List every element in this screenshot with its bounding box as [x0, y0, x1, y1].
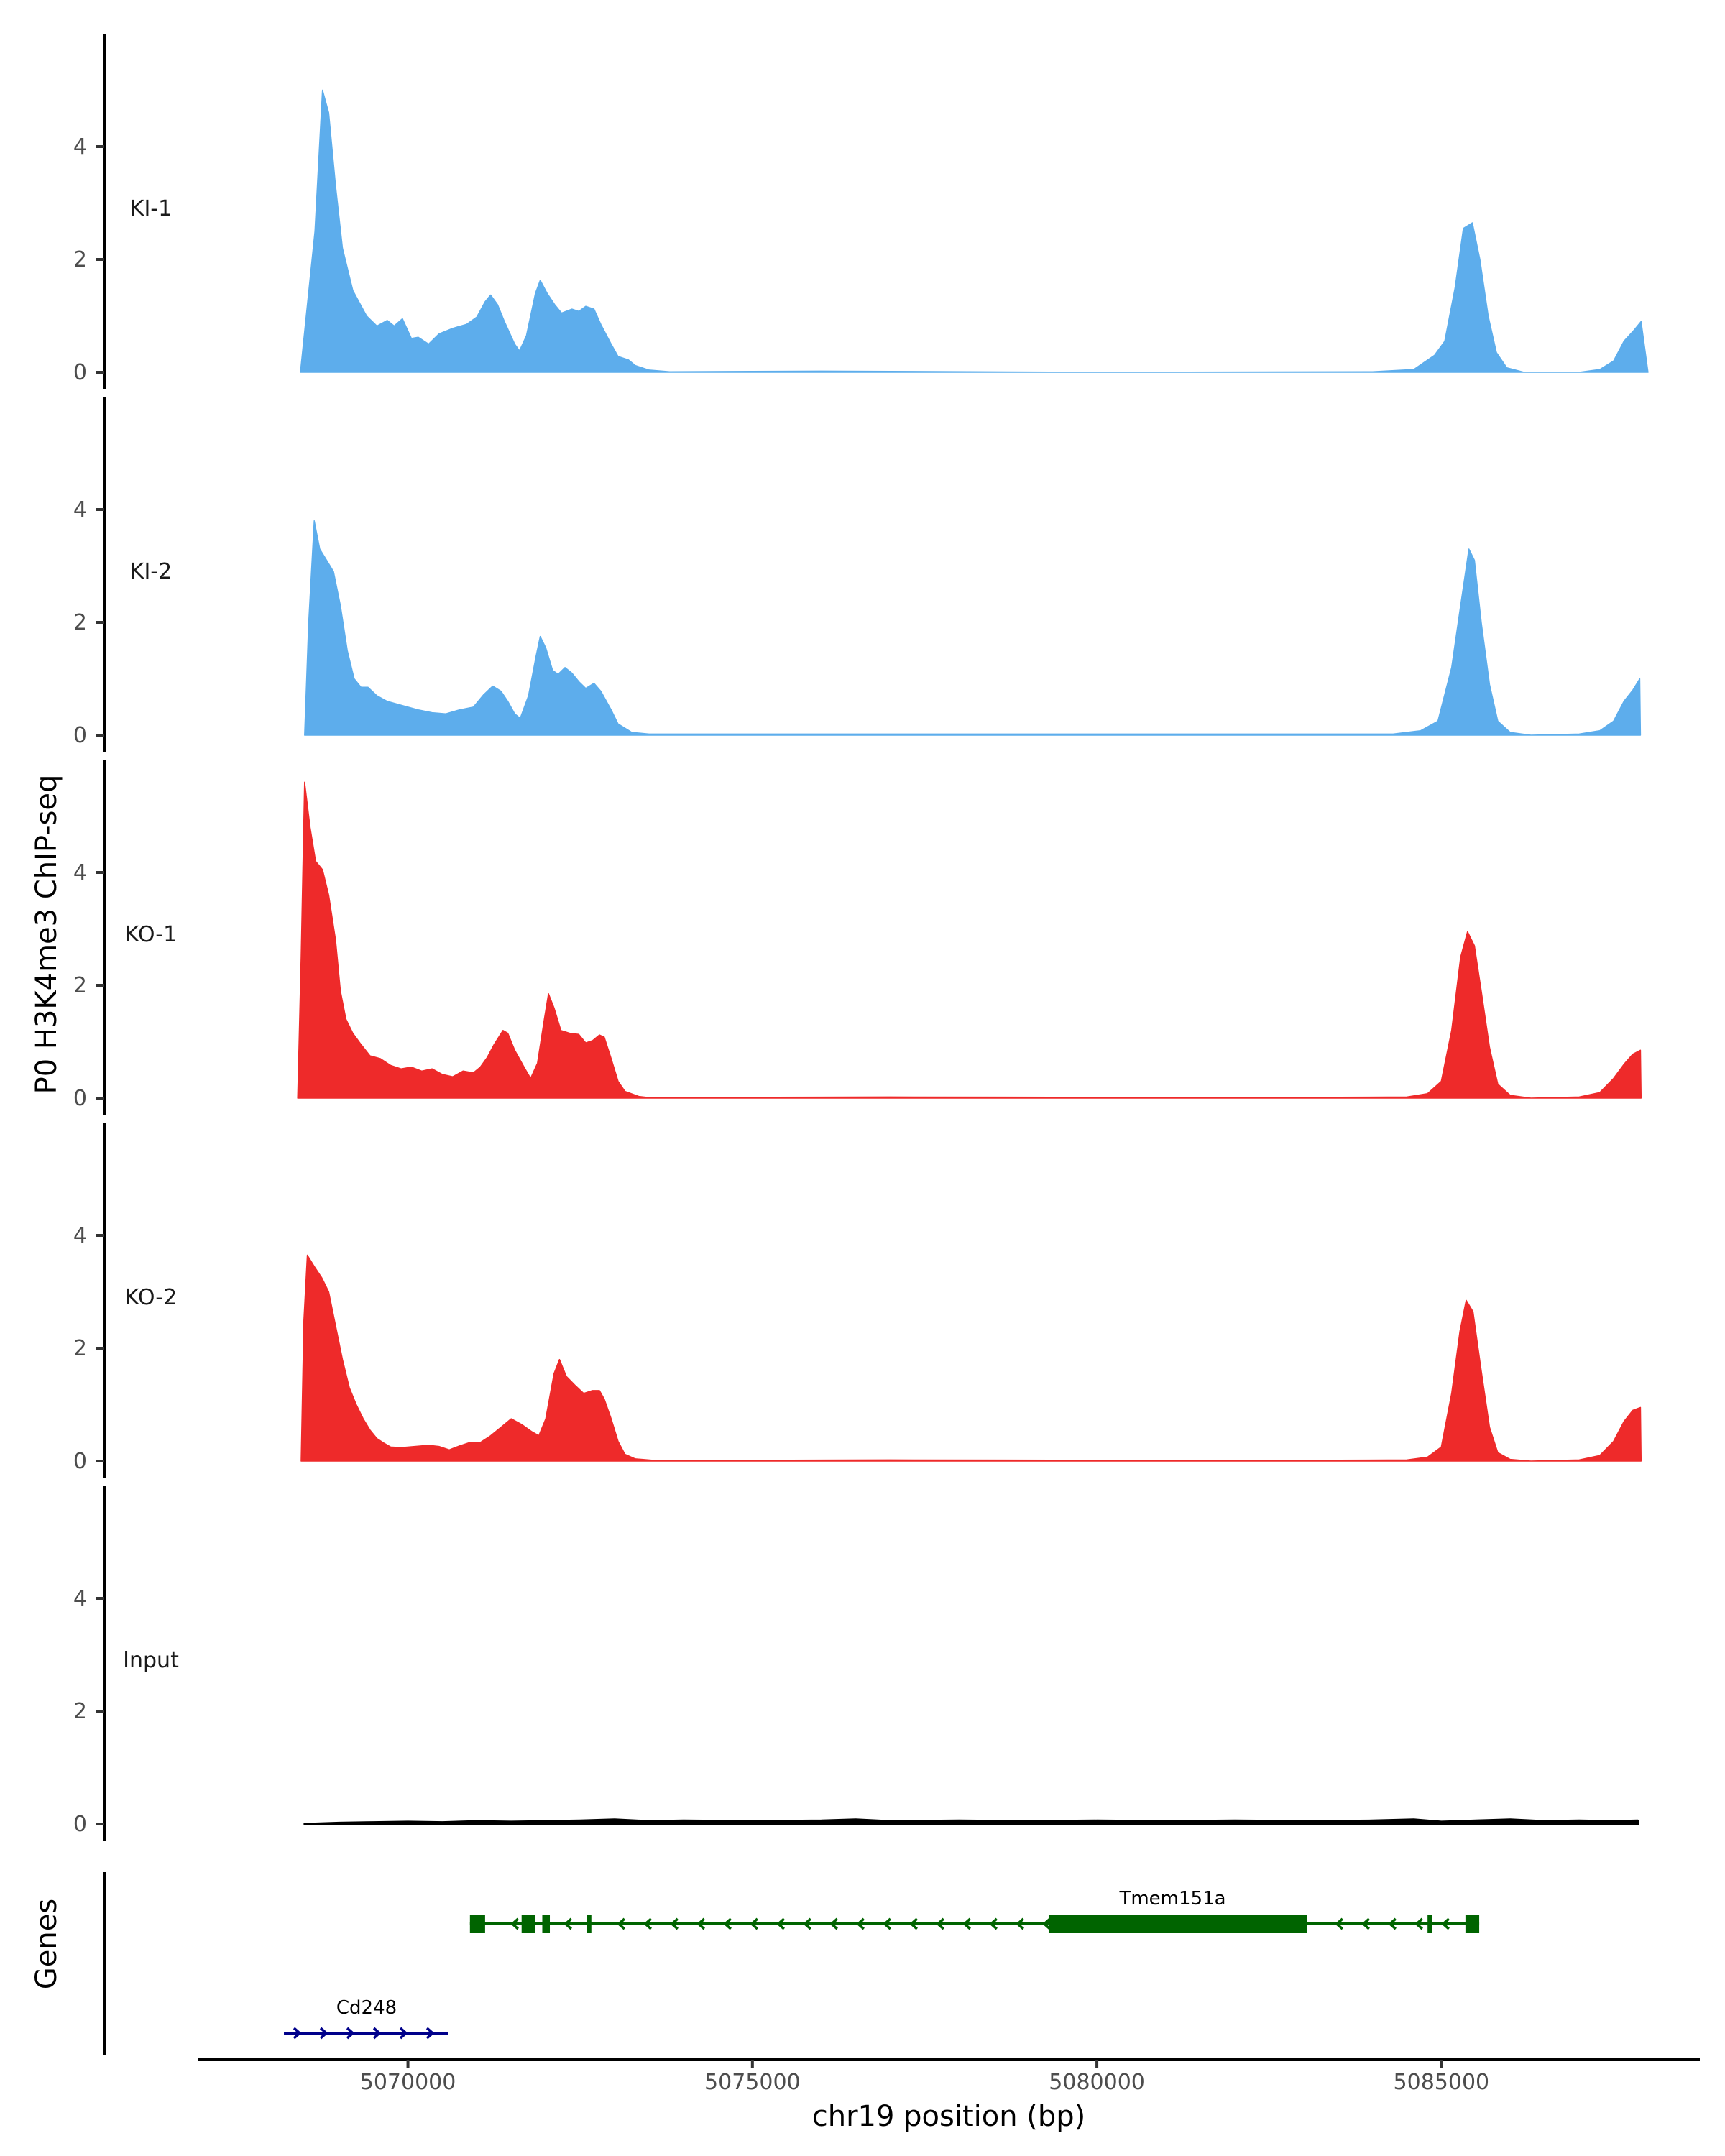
strand-arrow-tmem151a [1335, 1917, 1343, 1930]
track-label-ko-1: KO-1 [125, 922, 177, 947]
y-tick-label-input-0: 0 [73, 1812, 87, 1837]
y-tick-label-input-4: 4 [73, 1586, 87, 1611]
strand-arrow-cd248 [346, 2027, 355, 2040]
track-input: 0 2 4 Input [73, 1486, 1639, 1841]
gene-label-cd248: Cd248 [336, 1997, 397, 2019]
x-tick-label-5070000: 5070000 [360, 2070, 456, 2095]
exon-tmem151a-6 [1427, 1915, 1432, 1933]
track-ki-1: 0 2 4 KI-1 [73, 34, 1649, 389]
track-ki-2: 0 2 4 KI-2 [73, 397, 1642, 752]
exon-tmem151a-4 [586, 1915, 592, 1933]
strand-arrow-tmem151a [803, 1917, 811, 1930]
track-label-ki-2: KI-2 [130, 559, 172, 584]
strand-arrow-cd248 [372, 2027, 382, 2040]
strand-arrow-tmem151a [1441, 1917, 1450, 1930]
strand-arrow-tmem151a [1388, 1917, 1397, 1930]
strand-arrow-cd248 [319, 2027, 328, 2040]
track-label-ki-1: KI-1 [130, 196, 172, 221]
strand-arrow-tmem151a [909, 1917, 918, 1930]
y-tick-label-ki-1-0: 0 [73, 360, 87, 385]
signal-area-ko-1 [297, 781, 1642, 1099]
y-tick-label-ko-2-2: 2 [73, 1336, 87, 1361]
gene-annotation-panel: Tmem151a Cd248 [103, 1872, 1480, 2055]
strand-arrow-tmem151a [643, 1917, 652, 1930]
strand-arrow-tmem151a [883, 1917, 891, 1930]
x-tick-label-5075000: 5075000 [704, 2070, 801, 2095]
exon-tmem151a-5 [1048, 1915, 1307, 1933]
strand-arrow-tmem151a [936, 1917, 944, 1930]
gene-cd248: Cd248 [284, 1997, 448, 2040]
y-tick-label-ki-1-4: 4 [73, 134, 87, 160]
exon-tmem151a-2 [521, 1915, 535, 1933]
y-tick-label-ki-1-2: 2 [73, 247, 87, 272]
strand-arrow-tmem151a [723, 1917, 732, 1930]
strand-arrow-tmem151a [750, 1917, 758, 1930]
exon-tmem151a-3 [542, 1915, 551, 1933]
strand-arrow-tmem151a [962, 1917, 971, 1930]
strand-arrow-cd248 [293, 2027, 302, 2040]
exon-tmem151a-1 [469, 1915, 485, 1933]
track-ko-1: 0 2 4 KO-1 [73, 760, 1642, 1115]
strand-arrow-tmem151a [617, 1917, 625, 1930]
y-axis-title: P0 H3K4me3 ChIP-seq [30, 775, 63, 1095]
strand-arrow-cd248 [399, 2027, 408, 2040]
genes-panel-title: Genes [30, 1899, 63, 1989]
track-ko-2: 0 2 4 KO-2 [73, 1123, 1642, 1478]
track-label-ko-2: KO-2 [125, 1285, 177, 1310]
signal-area-ki-2 [304, 520, 1642, 736]
strand-arrow-tmem151a [776, 1917, 785, 1930]
strand-arrow-tmem151a [1042, 1917, 1051, 1930]
y-tick-label-ko-2-0: 0 [73, 1449, 87, 1474]
y-tick-label-ko-2-4: 4 [73, 1223, 87, 1248]
strand-arrow-cd248 [426, 2027, 435, 2040]
strand-arrow-tmem151a [856, 1917, 865, 1930]
strand-arrow-tmem151a [1361, 1917, 1370, 1930]
y-tick-label-input-2: 2 [73, 1699, 87, 1724]
signal-area-input [303, 1818, 1639, 1825]
y-tick-label-ko-1-2: 2 [73, 973, 87, 998]
strand-arrow-tmem151a [564, 1917, 572, 1930]
y-tick-label-ki-2-2: 2 [73, 610, 87, 635]
signal-area-ko-2 [300, 1254, 1642, 1462]
strand-arrow-tmem151a [989, 1917, 998, 1930]
exon-tmem151a-7 [1465, 1915, 1480, 1933]
strand-arrow-tmem151a [696, 1917, 705, 1930]
signal-tracks: 0 2 4 KI-1 0 2 4 KI-2 0 2 4 KO-1 0 2 4 KO-2 0 2 4 Input [73, 34, 1649, 1841]
strand-arrow-tmem151a [829, 1917, 838, 1930]
x-tick-label-5080000: 5080000 [1049, 2070, 1145, 2095]
y-tick-label-ko-1-4: 4 [73, 860, 87, 885]
signal-area-ki-1 [300, 89, 1649, 373]
track-label-input: Input [123, 1648, 179, 1673]
y-tick-label-ko-1-0: 0 [73, 1086, 87, 1111]
strand-arrow-tmem151a [510, 1917, 519, 1930]
strand-arrow-tmem151a [670, 1917, 678, 1930]
y-tick-label-ki-2-0: 0 [73, 723, 87, 748]
x-axis-title: chr19 position (bp) [812, 2100, 1086, 2133]
x-axis: 5070000 5075000 5080000 5085000 [198, 2058, 1700, 2095]
gene-tmem151a: Tmem151a [469, 1888, 1480, 1933]
strand-arrow-tmem151a [1414, 1917, 1423, 1930]
strand-arrow-tmem151a [1016, 1917, 1024, 1930]
x-tick-label-5085000: 5085000 [1394, 2070, 1490, 2095]
gene-label-tmem151a: Tmem151a [1118, 1888, 1225, 1909]
y-tick-label-ki-2-4: 4 [73, 497, 87, 522]
